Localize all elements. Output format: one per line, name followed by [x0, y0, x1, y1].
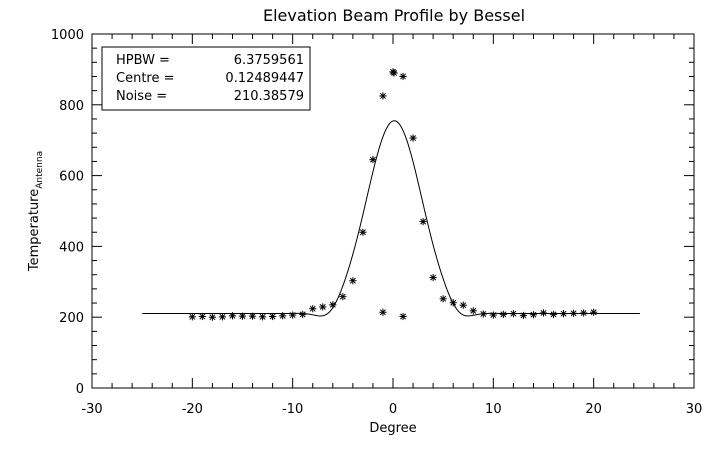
data-point	[580, 309, 588, 317]
data-point	[459, 301, 467, 309]
data-point	[309, 305, 317, 313]
y-tick-label: 1000	[51, 28, 84, 43]
legend-value-centre: 0.12489447	[225, 71, 304, 86]
legend-frame	[101, 46, 311, 111]
data-point	[329, 301, 337, 309]
y-tick-label: 200	[59, 311, 84, 326]
data-point	[359, 228, 367, 236]
data-point	[208, 313, 216, 321]
data-point	[469, 307, 477, 315]
data-point	[449, 299, 457, 307]
data-point	[299, 310, 307, 318]
data-point	[429, 273, 437, 282]
legend-label-centre: Centre =	[116, 71, 175, 86]
x-tick-label: 0	[389, 402, 397, 417]
y-axis-ticks	[92, 33, 694, 389]
data-point	[439, 295, 447, 303]
data-point	[258, 313, 267, 321]
data-point	[319, 303, 327, 311]
data-points	[188, 68, 598, 321]
data-point	[409, 134, 417, 142]
x-axis-label: Degree	[369, 421, 416, 436]
data-point	[238, 312, 247, 320]
data-point	[489, 311, 497, 319]
y-axis-label-subscript: Antenna	[35, 151, 45, 189]
fit-curve	[142, 120, 640, 317]
x-tick-label: 10	[485, 402, 502, 417]
y-axis-label: TemperatureAntenna	[27, 151, 45, 272]
x-tick-label: -30	[81, 402, 102, 417]
legend-label-hpbw: HPBW =	[116, 53, 170, 68]
y-tick-label: 0	[76, 382, 84, 397]
data-point	[390, 69, 398, 77]
data-point	[519, 311, 528, 320]
data-point	[379, 308, 387, 316]
data-point	[529, 311, 538, 319]
x-tick-label: -10	[282, 402, 303, 417]
data-point	[228, 312, 237, 320]
y-axis-label-main: Temperature	[27, 189, 42, 272]
data-point	[559, 310, 568, 318]
legend-label-noise: Noise =	[116, 89, 167, 104]
y-tick-label: 800	[59, 99, 84, 114]
data-point	[289, 311, 297, 319]
data-point	[198, 312, 206, 321]
data-point	[509, 310, 517, 318]
x-tick-label: -20	[182, 402, 203, 417]
data-point	[349, 277, 357, 285]
data-point	[369, 156, 377, 164]
data-point	[539, 309, 548, 317]
data-point	[419, 218, 427, 226]
data-point	[499, 310, 507, 318]
legend-value-noise: 210.38579	[234, 89, 304, 104]
data-point	[188, 313, 196, 321]
data-point	[399, 312, 407, 321]
y-tick-label: 400	[59, 240, 84, 255]
data-point	[248, 312, 257, 320]
data-point	[379, 92, 387, 100]
data-point	[218, 313, 227, 321]
x-axis-ticks	[91, 34, 695, 388]
y-tick-labels: 0 200 400 600 800 1000	[51, 28, 84, 397]
data-point	[590, 308, 598, 316]
y-tick-label: 600	[59, 170, 84, 185]
x-tick-labels: -30 -20 -10 0 10 20 30	[81, 402, 702, 417]
legend-box: HPBW = 6.3759561 Centre = 0.12489447 Noi…	[101, 46, 311, 111]
chart-title: Elevation Beam Profile by Bessel	[263, 6, 525, 25]
data-point	[570, 309, 578, 317]
data-point	[479, 310, 487, 318]
data-point	[269, 312, 277, 321]
legend-value-hpbw: 6.3759561	[234, 53, 304, 68]
data-point	[549, 310, 558, 318]
x-tick-label: 20	[585, 402, 602, 417]
data-point	[279, 312, 287, 320]
data-point	[339, 293, 347, 301]
data-point	[399, 72, 407, 81]
svg-text:TemperatureAntenna: TemperatureAntenna	[27, 151, 45, 272]
x-tick-label: 30	[686, 402, 703, 417]
